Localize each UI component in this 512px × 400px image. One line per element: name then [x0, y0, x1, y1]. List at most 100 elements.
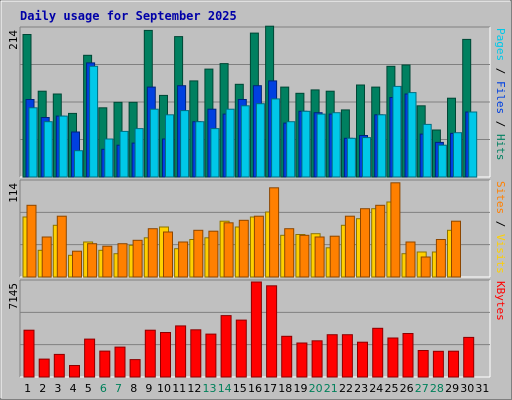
bar-kbytes-day-16 [250, 281, 262, 378]
day-label-20: 20 [309, 382, 323, 395]
bar-kbytes-day-23 [357, 341, 368, 378]
panel-middle: 114 Sites / Visits [7, 179, 507, 278]
bar-pages-day-30 [468, 111, 478, 178]
day-label-28: 28 [430, 382, 444, 395]
day-label-16: 16 [248, 382, 262, 395]
bar-kbytes-day-1 [23, 329, 35, 378]
bar-sites-day-23 [360, 208, 370, 278]
day-label-21: 21 [324, 382, 338, 395]
bar-kbytes-day-19 [296, 342, 308, 378]
bar-kbytes-day-27 [417, 350, 429, 378]
legend-sites: Sites [494, 181, 507, 214]
bar-kbytes-day-9 [144, 329, 156, 378]
day-label-8: 8 [130, 382, 137, 395]
day-label-30: 30 [460, 382, 474, 395]
day-label-18: 18 [278, 382, 292, 395]
bar-pages-day-27 [422, 123, 432, 178]
bar-kbytes-day-2 [38, 358, 50, 378]
legend-kbytes: KBytes [494, 281, 507, 321]
bar-pages-day-6 [104, 138, 114, 178]
bar-kbytes-day-22 [341, 334, 353, 378]
day-label-14: 14 [218, 382, 232, 395]
bar-kbytes-day-4 [69, 365, 80, 378]
bar-pages-day-3 [58, 115, 68, 178]
day-label-11: 11 [172, 382, 186, 395]
day-label-5: 5 [85, 382, 92, 395]
bar-pages-day-21 [331, 112, 341, 178]
day-label-22: 22 [339, 382, 353, 395]
bar-kbytes-day-10 [160, 332, 171, 378]
bar-sites-day-9 [147, 228, 158, 278]
bar-pages-day-14 [225, 108, 235, 178]
bar-kbytes-day-7 [114, 346, 126, 378]
bar-sites-day-8 [132, 239, 143, 278]
legend-pages: Pages [494, 28, 507, 61]
day-label-6: 6 [100, 382, 107, 395]
legend-files: Files [494, 81, 507, 114]
bar-sites-day-21 [329, 235, 340, 278]
bar-kbytes-day-5 [84, 338, 96, 378]
bar-kbytes-day-14 [220, 315, 232, 378]
legend-visits: Visits [494, 234, 507, 274]
day-label-4: 4 [70, 382, 77, 395]
bar-pages-day-19 [301, 110, 311, 178]
bar-pages-day-7 [119, 130, 129, 178]
bar-sites-day-16 [253, 215, 264, 278]
day-label-7: 7 [115, 382, 122, 395]
legend-top: Pages / Files / Hits [494, 28, 507, 161]
day-label-29: 29 [445, 382, 459, 395]
bar-sites-day-13 [208, 230, 219, 278]
bar-pages-day-22 [346, 137, 356, 178]
bar-pages-day-25 [392, 85, 402, 178]
bar-sites-day-3 [56, 215, 67, 278]
max-tick-label: 7145 [7, 283, 20, 310]
bar-sites-day-28 [435, 239, 446, 278]
bar-sites-day-12 [193, 229, 204, 278]
chart-title: Daily usage for September 2025 [20, 9, 237, 23]
bar-sites-day-29 [451, 220, 461, 278]
bar-pages-day-17 [271, 98, 281, 178]
bar-sites-day-11 [178, 241, 189, 278]
bar-sites-day-27 [420, 256, 431, 278]
bar-kbytes-day-13 [205, 333, 217, 378]
bar-pages-day-1 [28, 107, 38, 178]
bar-pages-day-5 [89, 65, 99, 178]
bar-sites-day-5 [87, 243, 98, 278]
bar-sites-day-4 [72, 250, 82, 278]
day-label-3: 3 [54, 382, 61, 395]
bar-sites-day-20 [314, 236, 325, 278]
bar-kbytes-day-24 [372, 327, 384, 378]
bar-kbytes-day-18 [281, 335, 293, 378]
bar-kbytes-day-26 [402, 333, 414, 378]
bar-kbytes-day-6 [99, 350, 111, 378]
day-label-25: 25 [385, 382, 399, 395]
panel-bottom: 7145 KBytes [7, 279, 507, 378]
bar-pages-day-29 [453, 132, 462, 178]
bar-kbytes-day-8 [129, 359, 141, 378]
legend-middle: Sites / Visits [494, 181, 507, 274]
bar-kbytes-day-28 [432, 350, 444, 378]
bar-sites-day-14 [223, 222, 234, 278]
day-label-10: 10 [157, 382, 171, 395]
day-label-2: 2 [39, 382, 46, 395]
bar-pages-day-18 [286, 121, 296, 178]
bar-pages-day-12 [195, 121, 205, 178]
day-label-15: 15 [233, 382, 247, 395]
day-label-12: 12 [187, 382, 201, 395]
panel-top: 214 Pages / Files / Hits [7, 25, 507, 178]
bar-sites-day-6 [102, 245, 113, 278]
day-label-23: 23 [354, 382, 368, 395]
bar-kbytes-day-3 [53, 353, 65, 378]
bar-kbytes-day-25 [387, 337, 399, 378]
bar-kbytes-day-12 [190, 329, 202, 378]
legend-hits: Hits [494, 134, 507, 161]
day-label-24: 24 [369, 382, 383, 395]
day-label-17: 17 [263, 382, 277, 395]
bar-pages-day-2 [43, 121, 53, 178]
bar-sites-day-24 [375, 204, 386, 278]
day-label-13: 13 [203, 382, 217, 395]
bar-kbytes-day-21 [326, 334, 338, 378]
bar-pages-day-15 [240, 105, 250, 178]
bar-kbytes-day-29 [448, 350, 459, 378]
